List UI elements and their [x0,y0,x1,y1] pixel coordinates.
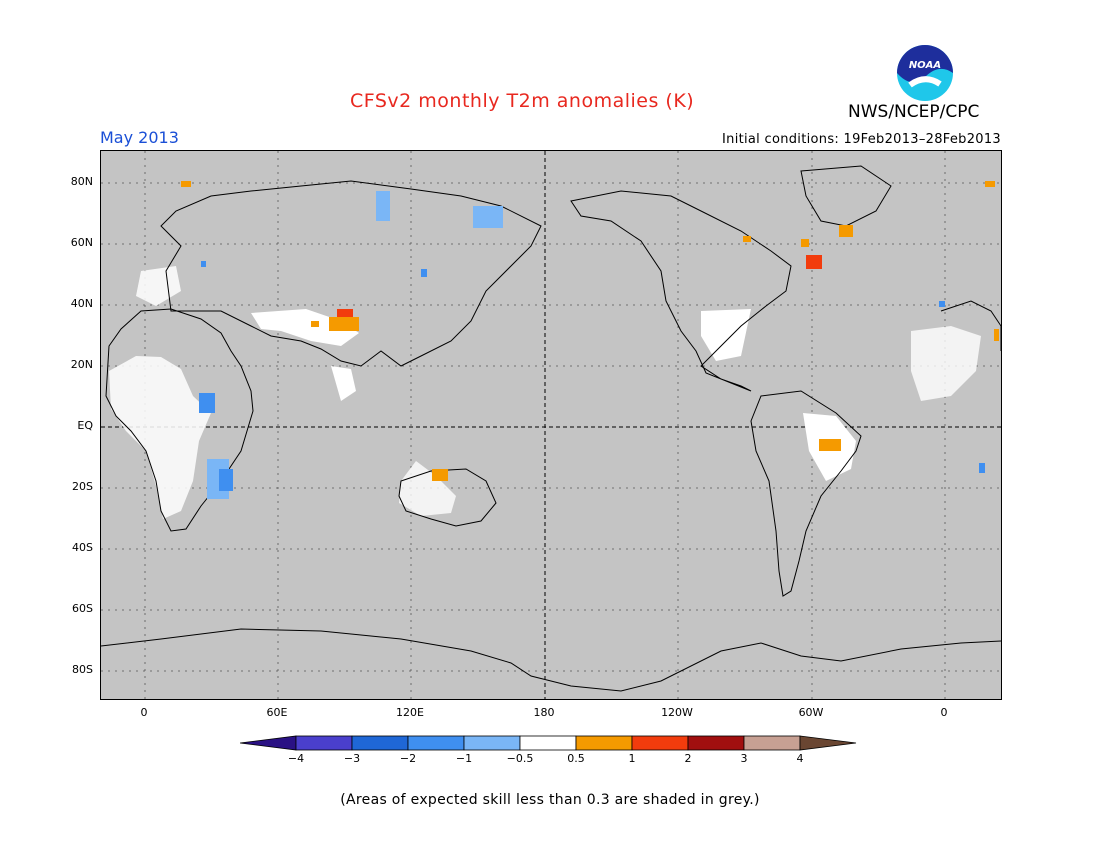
coastlines [101,165,1001,692]
colorbar-segment [687,735,745,751]
colorbar-segment [351,735,409,751]
colorbar-end-low [240,735,297,751]
colorbar-segment [295,735,353,751]
lon-label: 120E [396,706,424,719]
lon-label: 120W [661,706,693,719]
colorbar-tick-label: −0.5 [506,752,534,765]
anomaly-patches [181,181,999,499]
colorbar-segment [631,735,689,751]
colorbar-tick-label: 3 [740,752,748,765]
lat-label: 60S [72,602,93,615]
colorbar-tick-label: −3 [343,752,361,765]
skilled-regions [109,266,981,519]
colorbar-tick-label: −2 [399,752,417,765]
logo-text: NOAA [909,60,941,71]
lon-label: 180 [533,706,555,719]
lat-label: 40S [72,541,93,554]
colorbar-segment [575,735,633,751]
lon-label: 0 [940,706,948,719]
colorbar-end-high [799,735,857,751]
forecast-month: May 2013 [100,128,179,147]
lon-label: 60W [798,706,824,719]
lat-label: 20S [72,480,93,493]
lat-label: 80S [72,663,93,676]
lat-label: EQ [77,419,93,432]
initial-conditions: Initial conditions: 19Feb2013–28Feb2013 [722,132,1001,147]
colorbar-tick-label: 4 [796,752,804,765]
agency-label: NWS/NCEP/CPC [848,102,980,122]
map-title: CFSv2 monthly T2m anomalies (K) [350,90,695,112]
footnote: (Areas of expected skill less than 0.3 a… [340,792,760,808]
colorbar-tick-label: 0.5 [567,752,585,765]
colorbar-segment [463,735,521,751]
colorbar-tick-label: 1 [628,752,636,765]
colorbar-tick-label: 2 [684,752,692,765]
lon-label: 60E [266,706,288,719]
noaa-logo: NOAA [897,45,953,101]
anomaly-map [100,150,1002,700]
colorbar-segment [743,735,801,751]
colorbar-tick-label: −1 [455,752,473,765]
lat-label: 20N [70,358,93,371]
colorbar [240,735,857,751]
colorbar-segment [519,735,577,751]
colorbar-segment [407,735,465,751]
lon-label: 0 [140,706,148,719]
lat-label: 40N [70,297,93,310]
lat-label: 60N [70,236,93,249]
colorbar-tick-label: −4 [287,752,305,765]
lat-label: 80N [70,175,93,188]
